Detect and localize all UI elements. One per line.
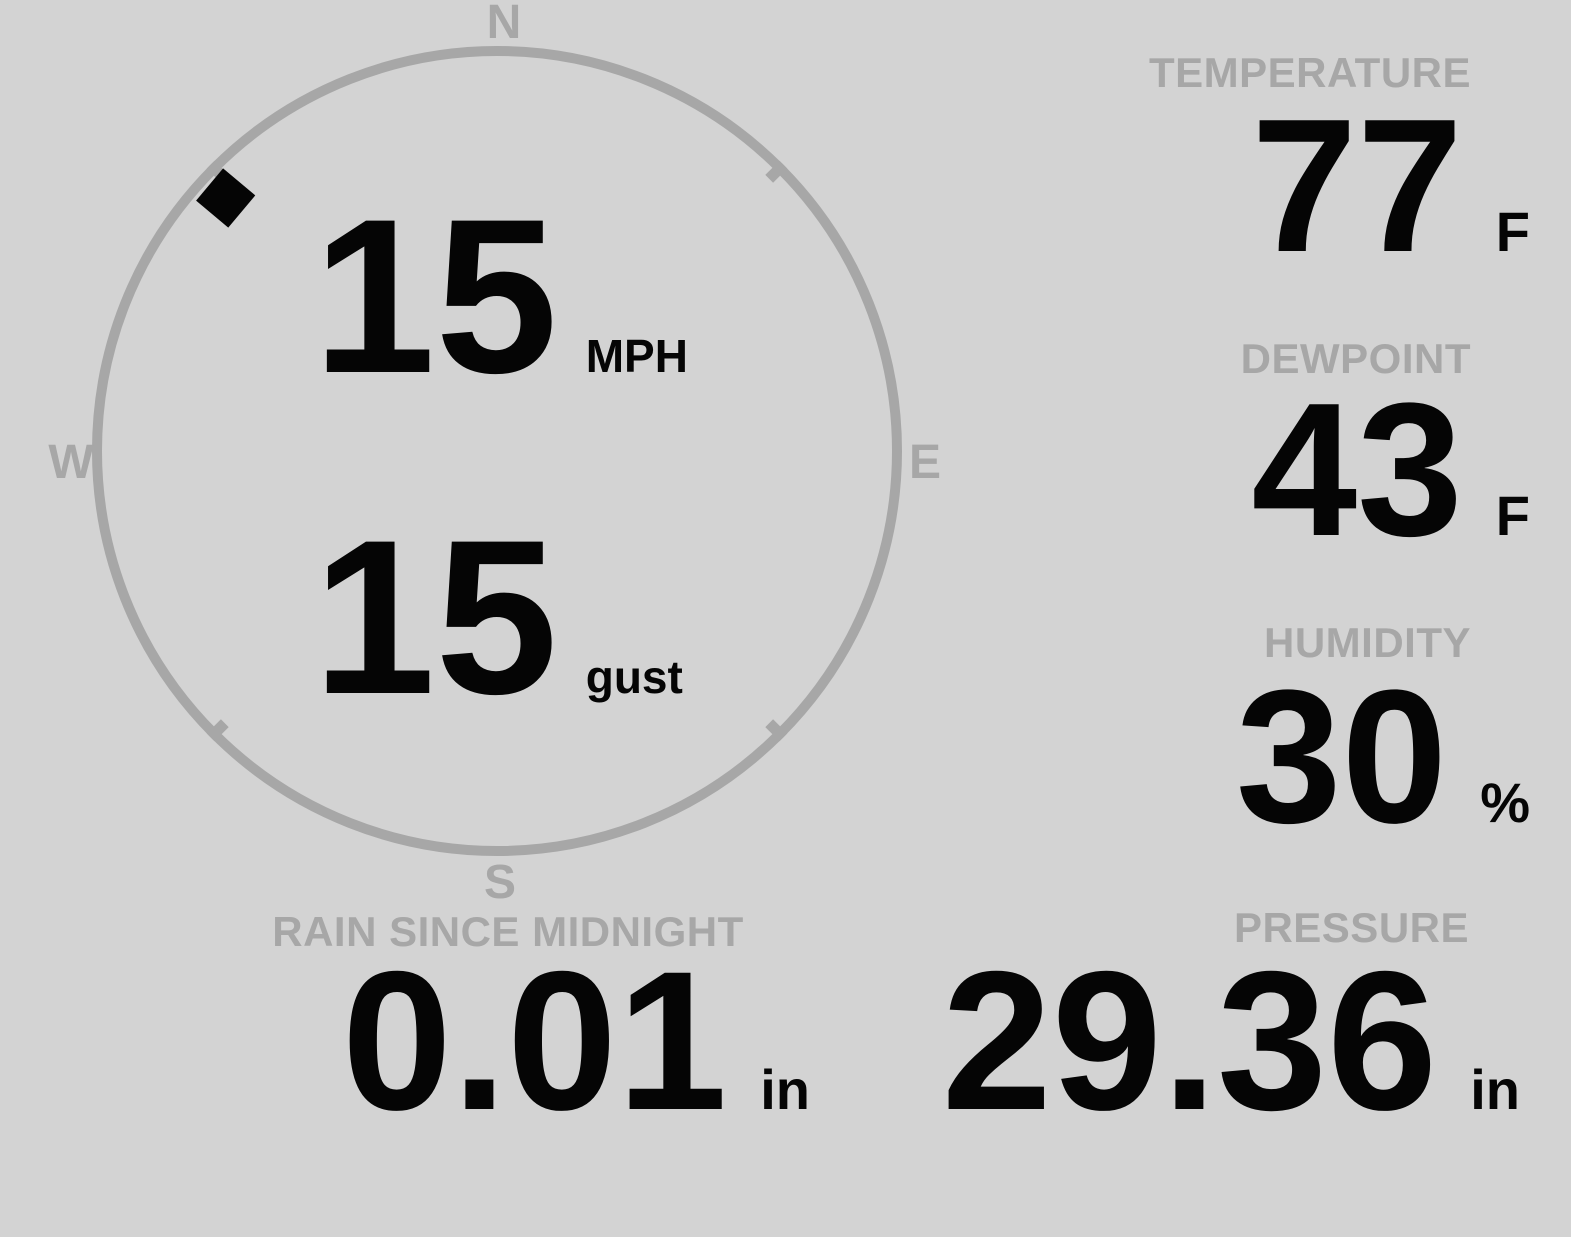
pressure-unit: in — [1470, 1058, 1520, 1121]
rain-reading: 0.01 in — [342, 942, 810, 1140]
wind-gust: 15 gust — [313, 507, 683, 727]
rain-label: RAIN SINCE MIDNIGHT — [272, 908, 744, 955]
compass-label-north: N — [486, 0, 522, 49]
temperature-reading: 77 F — [1251, 91, 1530, 281]
wind-speed: 15 MPH — [313, 186, 688, 406]
pressure-label: PRESSURE — [1233, 904, 1469, 951]
humidity-unit: % — [1480, 771, 1530, 834]
humidity-reading: 30% — [1236, 662, 1530, 852]
wind-compass — [92, 46, 902, 856]
wind-gust-value: 15 — [313, 494, 558, 740]
temperature-unit: F — [1495, 200, 1530, 263]
pressure-value: 29.36 — [941, 930, 1438, 1151]
compass-tick-ne-icon — [765, 160, 788, 183]
temperature-label: TEMPERATURE — [1148, 49, 1471, 96]
compass-label-south: S — [483, 856, 517, 909]
wind-speed-value: 15 — [313, 173, 558, 419]
dewpoint-value: 43 — [1251, 364, 1463, 576]
pressure-reading: 29.36 in — [942, 942, 1520, 1140]
wind-direction-marker-icon — [196, 168, 256, 228]
rain-unit: in — [760, 1058, 810, 1121]
temperature-value: 77 — [1251, 80, 1463, 292]
compass-label-east: E — [908, 436, 942, 489]
compass-tick-se-icon — [765, 719, 788, 742]
dewpoint-label: DEWPOINT — [1240, 335, 1471, 382]
dewpoint-unit: F — [1495, 484, 1530, 547]
compass-label-west: W — [48, 436, 94, 489]
dewpoint-reading: 43 F — [1251, 375, 1530, 565]
humidity-value: 30 — [1235, 651, 1448, 863]
compass-circle — [92, 46, 902, 856]
wind-speed-unit: MPH — [585, 330, 688, 382]
rain-value: 0.01 — [341, 930, 728, 1151]
humidity-label: HUMIDITY — [1264, 619, 1471, 666]
wind-gust-unit: gust — [585, 651, 683, 703]
compass-tick-sw-icon — [206, 719, 229, 742]
